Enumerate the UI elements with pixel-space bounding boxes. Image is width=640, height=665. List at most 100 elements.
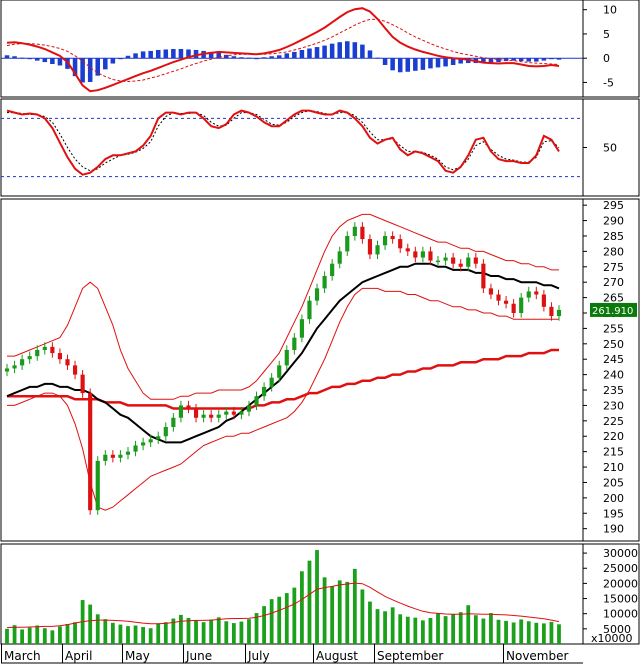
y-tick-label: 285: [603, 230, 624, 243]
macd-hist-bar: [57, 58, 63, 66]
volume-bar: [73, 622, 77, 644]
month-label: November: [506, 649, 568, 663]
macd-hist-bar: [322, 45, 327, 59]
y-tick-label: 0: [603, 52, 610, 65]
volume-bar: [292, 587, 297, 644]
candle-body: [262, 386, 267, 397]
candle-body: [360, 226, 365, 240]
volume-bar: [360, 589, 365, 644]
volume-unit-label: x10000: [591, 632, 633, 645]
volume-bar: [163, 622, 168, 644]
candle-body: [35, 349, 40, 357]
candle-body: [503, 300, 509, 304]
candle-body: [20, 359, 25, 366]
candle-body: [65, 359, 70, 366]
candle-body: [201, 414, 206, 418]
volume-bar: [511, 622, 516, 644]
volume-bar: [201, 622, 206, 644]
volume-bar: [35, 625, 40, 644]
candle-body: [390, 235, 395, 240]
y-tick-label: 30000: [603, 547, 638, 560]
panel-frames: [0, 0, 640, 645]
macd-hist-bar: [110, 58, 116, 64]
month-label: June: [185, 649, 212, 663]
volume-bar: [262, 606, 266, 644]
candle-body: [496, 294, 501, 301]
candle-body: [435, 260, 441, 263]
candle-body: [367, 239, 373, 255]
x-axis: March April May June July August September Nove…: [1, 644, 583, 664]
y-tick-label: 270: [603, 276, 624, 289]
volume-bar: [368, 601, 372, 644]
volume-bar: [481, 618, 486, 644]
candle-body: [231, 411, 236, 415]
volume-bar: [489, 613, 493, 644]
volume-bar: [224, 621, 229, 644]
macd-hist-bar: [72, 58, 78, 77]
candle-body: [519, 297, 524, 313]
panel-border: [0, 98, 584, 197]
candle-body: [186, 405, 191, 409]
candle-body: [72, 365, 78, 375]
volume-bar: [277, 596, 282, 644]
candle-body: [110, 454, 115, 458]
candle-body: [133, 445, 138, 452]
macd-hist-bar: [428, 58, 433, 69]
panel-border: [0, 0, 584, 98]
last-price-label: 261.910: [592, 306, 633, 317]
candle-body: [549, 306, 554, 317]
oscillator-panel: 50: [1, 109, 617, 178]
candle-body: [458, 263, 463, 267]
y-tick-label: 240: [603, 369, 624, 382]
volume-bar: [141, 627, 145, 644]
macd-hist-bar: [420, 58, 426, 70]
y-tick-label: 220: [603, 430, 624, 443]
macd-hist-bar: [292, 51, 297, 59]
macd-hist-bar: [556, 58, 562, 60]
macd-hist-bar: [443, 58, 448, 67]
month-label: March: [4, 649, 41, 663]
candle-body: [12, 365, 17, 369]
volume-bar: [12, 625, 17, 644]
macd-hist-bar: [80, 58, 85, 83]
candle-body: [375, 245, 380, 255]
candle-body: [246, 405, 252, 412]
macd-hist-bar: [382, 58, 388, 65]
y-tick-label: 190: [603, 523, 624, 536]
macd-panel: 10 5 0 -5: [1, 4, 617, 93]
y-tick-label: 290: [603, 215, 624, 228]
candle-body: [125, 451, 131, 455]
candle-body: [148, 439, 153, 443]
candle-body: [481, 263, 486, 289]
macd-hist-bar: [397, 58, 403, 73]
volume-bar: [171, 618, 176, 644]
candle-body: [345, 235, 350, 252]
macd-hist-bar: [360, 44, 365, 59]
price-panel: 2952902852802752702652602552502452402352…: [4, 199, 637, 536]
macd-hist-bar: [549, 58, 554, 60]
macd-hist-bar: [27, 58, 32, 60]
candle-body: [314, 288, 320, 301]
volume-bar: [179, 614, 183, 644]
y-tick-label: -5: [603, 76, 614, 89]
volume-bar: [534, 622, 539, 644]
y-tick-label: 50: [603, 142, 617, 155]
volume-bar: [50, 630, 55, 644]
volume-bar: [315, 550, 319, 644]
macd-hist-bar: [541, 58, 547, 61]
volume-bar: [375, 609, 380, 644]
macd-hist-bar: [171, 48, 176, 59]
volume-bar: [496, 619, 501, 644]
candle-body: [541, 294, 546, 307]
y-tick-label: 280: [603, 245, 624, 258]
macd-hist-bar: [216, 52, 221, 59]
volume-bar: [451, 614, 456, 644]
volume-bar: [443, 616, 448, 644]
macd-hist-bar: [155, 49, 161, 59]
candle-body: [443, 257, 448, 261]
macd-hist-bar: [178, 48, 184, 59]
volume-bar: [42, 628, 47, 644]
macd-line: [6, 7, 560, 93]
volume-bar: [436, 613, 440, 644]
